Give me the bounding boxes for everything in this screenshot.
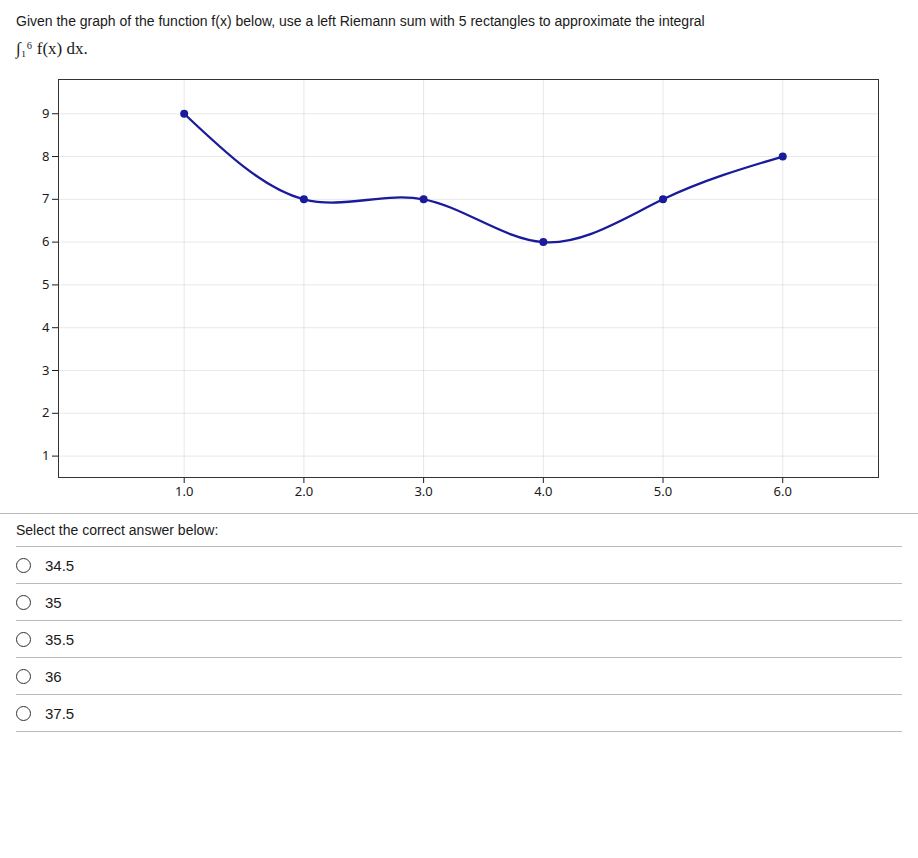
svg-text:7: 7	[42, 189, 49, 207]
svg-text:3: 3	[42, 361, 49, 379]
html-text:∫₁⁶ f(x) dx.: ∫₁⁶ f(x) dx.	[16, 39, 88, 58]
svg-text:5: 5	[42, 275, 49, 293]
svg-text:2.0: 2.0	[295, 482, 313, 500]
html-text:Given the graph of the functio: Given the graph of the function f(x) bel…	[16, 13, 705, 29]
svg-text:4: 4	[42, 318, 50, 336]
svg-text:8: 8	[42, 147, 49, 165]
svg-text:3.0: 3.0	[414, 482, 432, 500]
svg-text:9: 9	[42, 104, 49, 122]
html-text:35: 35	[45, 593, 62, 611]
html-text:36: 36	[45, 667, 62, 685]
svg-text:6: 6	[42, 232, 49, 250]
svg-text:1.0: 1.0	[175, 482, 193, 500]
svg-text:5.0: 5.0	[654, 482, 672, 500]
html-text:Select the correct answer belo: Select the correct answer below:	[16, 522, 219, 538]
html-text:37.5: 37.5	[45, 704, 75, 722]
html-text:35.5: 35.5	[45, 630, 75, 648]
svg-text:2: 2	[42, 403, 49, 421]
svg-text:4.0: 4.0	[534, 482, 552, 500]
svg-text:6.0: 6.0	[774, 482, 792, 500]
svg-text:1: 1	[42, 446, 49, 464]
html-text:34.5: 34.5	[45, 556, 75, 574]
